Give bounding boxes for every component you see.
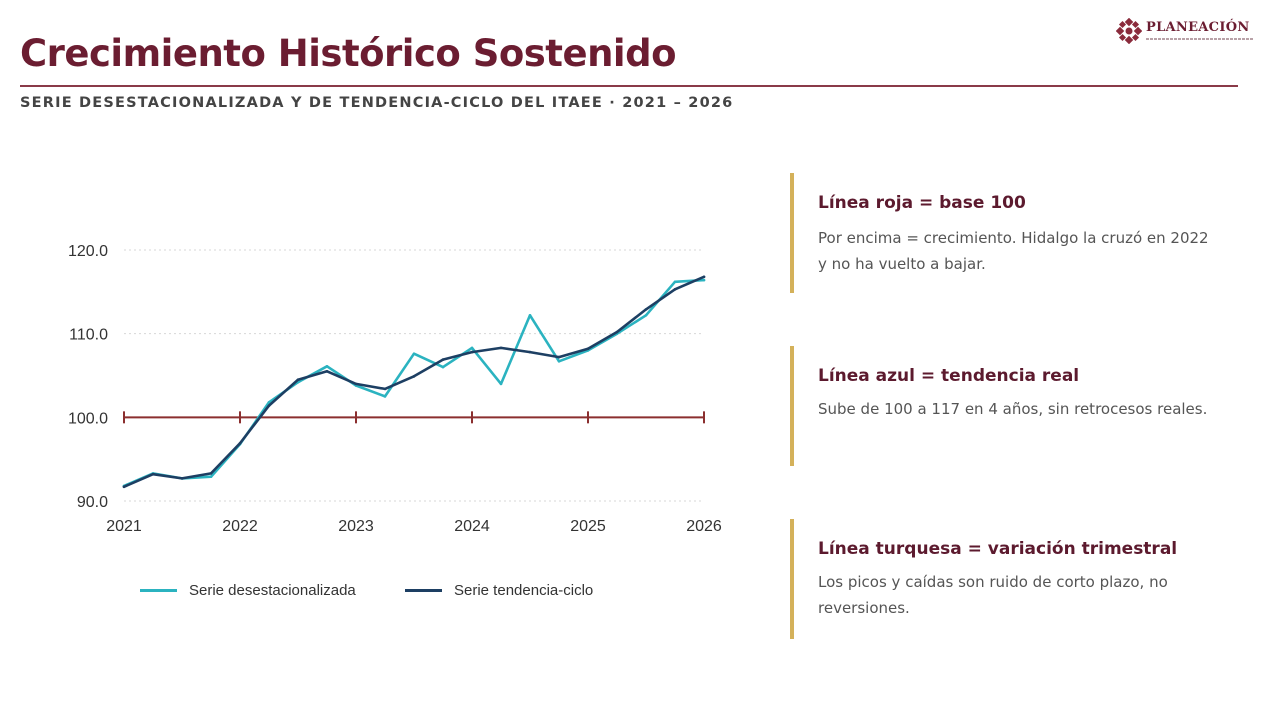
data-point xyxy=(557,355,561,359)
data-point xyxy=(673,280,677,284)
data-point xyxy=(267,400,271,404)
data-point xyxy=(325,370,329,373)
logo-tagline-mark xyxy=(1146,38,1254,40)
note-blue-line: Línea azul = tendencia real Sube de 100 … xyxy=(790,346,1230,466)
data-point xyxy=(122,485,126,489)
flower-logo-icon xyxy=(1116,18,1142,44)
legend-item-seasonally-adjusted: Serie desestacionalizada xyxy=(140,582,356,599)
title-divider xyxy=(20,85,1238,87)
data-point xyxy=(702,278,706,282)
planeacion-logo: PLANEACIÓN xyxy=(1116,16,1256,50)
data-point xyxy=(267,404,271,407)
data-point xyxy=(209,475,213,479)
data-point xyxy=(702,275,706,279)
note-title: Línea turquesa = variación trimestral xyxy=(818,539,1178,559)
y-tick-label: 100.0 xyxy=(68,410,108,427)
legend-swatch-navy xyxy=(405,589,442,592)
data-point xyxy=(412,352,416,356)
chart-series xyxy=(122,275,706,489)
x-tick-label: 2026 xyxy=(686,518,722,535)
x-tick-label: 2021 xyxy=(106,518,142,535)
x-tick-label: 2025 xyxy=(570,518,606,535)
y-tick-label: 110.0 xyxy=(69,327,108,344)
data-point xyxy=(673,288,677,291)
x-tick-label: 2023 xyxy=(338,518,374,535)
note-turquoise-line: Línea turquesa = variación trimestral Lo… xyxy=(790,519,1230,639)
data-point xyxy=(441,365,445,369)
note-text: Por encima = crecimiento. Hidalgo la cru… xyxy=(818,229,1209,273)
data-point xyxy=(644,308,648,311)
data-point xyxy=(383,387,387,391)
note-title: Línea azul = tendencia real xyxy=(818,366,1080,386)
y-tick-label: 90.0 xyxy=(77,494,108,511)
note-text: Los picos y caídas son ruido de corto pl… xyxy=(818,573,1168,617)
note-accent-bar xyxy=(790,173,794,293)
chart-axis-labels: 90.0 100.0 110.0 120.0 2021 2022 2023 2024 2025 2… xyxy=(68,243,722,535)
data-point xyxy=(586,347,590,351)
data-point xyxy=(644,313,648,317)
legend-swatch-turquoise xyxy=(140,589,177,592)
data-point xyxy=(615,330,619,334)
data-point xyxy=(499,382,503,386)
data-point xyxy=(180,477,184,480)
data-point xyxy=(499,346,503,350)
data-point xyxy=(528,350,532,354)
legend-label: Serie desestacionalizada xyxy=(189,582,356,599)
legend-label: Serie tendencia-ciclo xyxy=(454,582,594,599)
data-point xyxy=(325,364,329,368)
data-point xyxy=(470,346,474,350)
itaee-line-chart: 90.0 100.0 110.0 120.0 2021 2022 2023 2024 2025 2… xyxy=(68,243,722,535)
data-point xyxy=(238,441,242,445)
note-text: Sube de 100 a 117 en 4 años, sin retroce… xyxy=(818,400,1208,418)
data-point xyxy=(209,472,213,475)
x-tick-label: 2024 xyxy=(454,518,490,535)
note-red-line: Línea roja = base 100 Por encima = creci… xyxy=(790,173,1230,293)
note-title: Línea roja = base 100 xyxy=(818,193,1026,213)
data-point xyxy=(441,358,445,361)
data-point xyxy=(470,350,474,354)
legend-item-trend-cycle: Serie tendencia-ciclo xyxy=(405,582,593,599)
slide-subtitle: SERIE DESESTACIONALIZADA Y DE TENDENCIA-… xyxy=(20,95,734,111)
y-tick-label: 120.0 xyxy=(68,243,108,260)
series-trend-cycle-line xyxy=(122,275,706,489)
series-seasonally-adjusted-line xyxy=(122,278,706,488)
data-point xyxy=(296,378,300,381)
data-point xyxy=(528,313,532,317)
data-point xyxy=(354,382,358,386)
data-point xyxy=(412,375,416,378)
logo-wordmark: PLANEACIÓN xyxy=(1146,20,1250,35)
data-point xyxy=(151,472,155,476)
note-accent-bar xyxy=(790,519,794,639)
data-point xyxy=(383,395,387,398)
data-point xyxy=(557,359,561,363)
x-tick-label: 2022 xyxy=(222,518,258,535)
slide-title: Crecimiento Histórico Sostenido xyxy=(20,32,677,75)
note-accent-bar xyxy=(790,346,794,466)
base-100-reference xyxy=(123,411,705,424)
chart-legend: Serie desestacionalizada Serie tendencia… xyxy=(0,582,760,606)
